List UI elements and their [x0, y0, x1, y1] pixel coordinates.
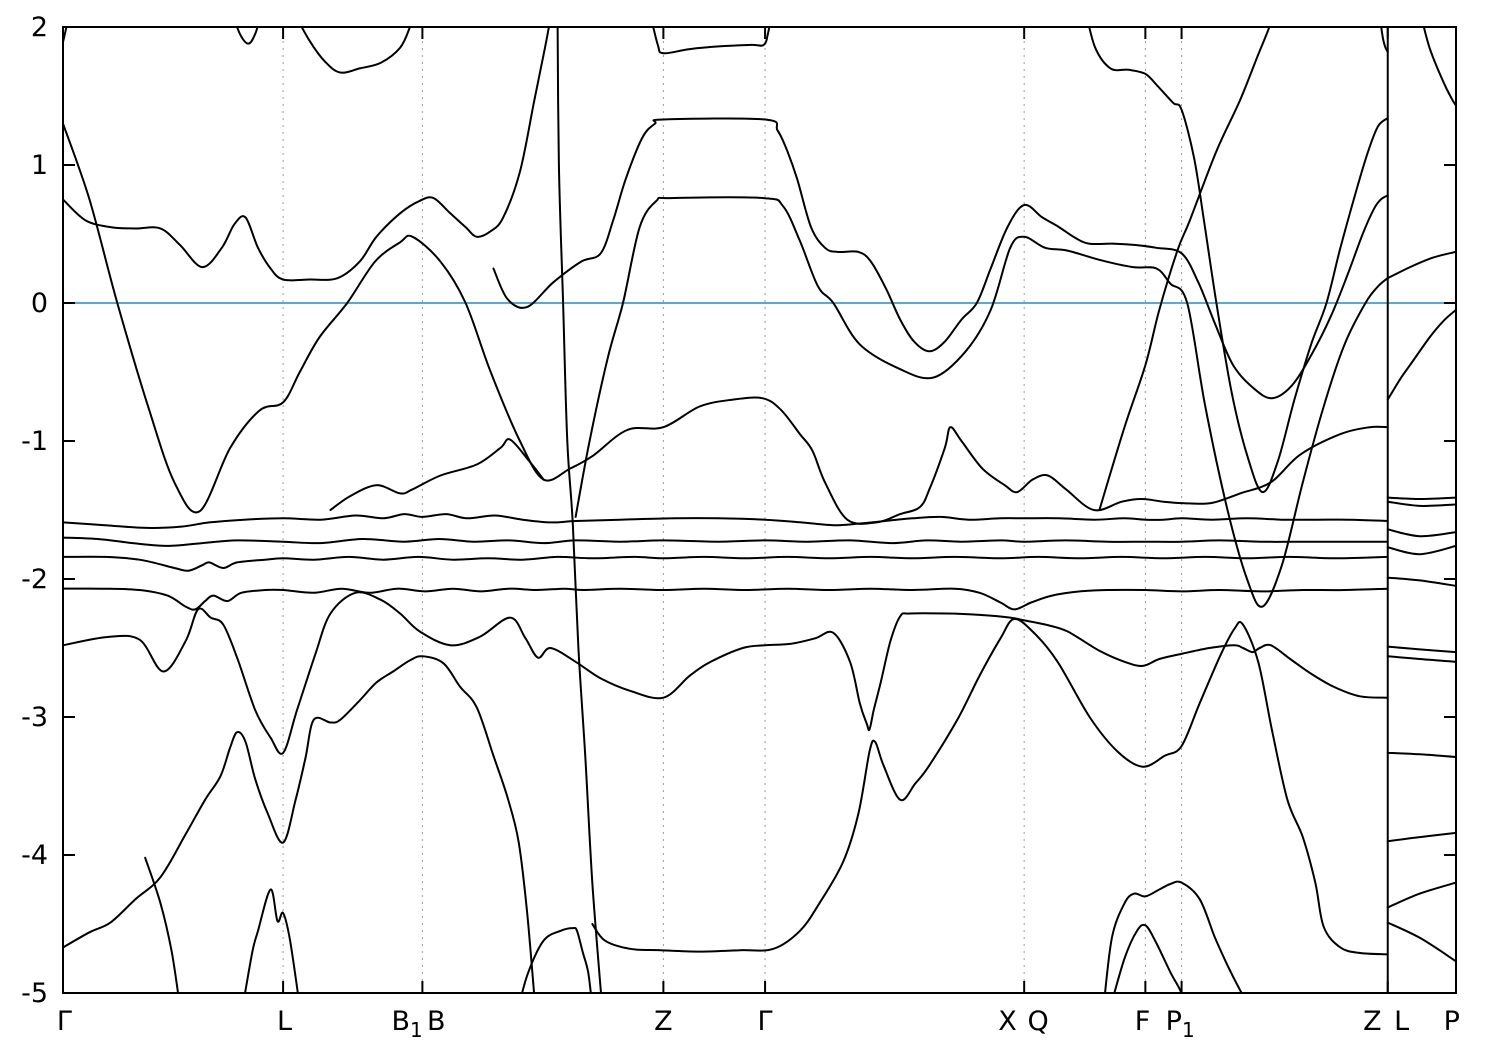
band-line-band-r8a — [1386, 645, 1456, 654]
band-line-band-f1 — [63, 513, 1389, 529]
band-line-band-r7 — [1386, 576, 1456, 587]
band-line-band-r10 — [1386, 831, 1456, 843]
band-line-band-h — [63, 655, 536, 993]
band-line-band-i — [144, 856, 180, 993]
x-axis-label: F — [1135, 1006, 1151, 1037]
x-axis-label: Z — [1363, 1006, 1382, 1037]
x-axis-label: P — [1444, 1006, 1460, 1037]
y-axis-label: -5 — [21, 978, 48, 1009]
axis-ticks — [63, 26, 1456, 994]
band-line-band-r11 — [1386, 881, 1456, 909]
band-line-band-m — [329, 438, 545, 511]
x-axis-label: L — [1394, 1006, 1409, 1037]
x-axis-label: Γ — [57, 1006, 72, 1037]
y-axis-label: -2 — [21, 564, 48, 595]
band-line-band-a — [63, 27, 550, 282]
band-line-band-w — [63, 591, 1389, 755]
band-line-band-r13-hook — [1380, 27, 1389, 53]
band-line-band-arch-p1-inner — [1113, 923, 1183, 993]
band-line-band-r8b — [1386, 655, 1456, 663]
band-line-band-e — [591, 618, 1389, 956]
y-axis-label: 0 — [31, 288, 48, 319]
band-line-band-r4b — [1386, 500, 1456, 507]
band-line-band-e2 — [1098, 27, 1271, 511]
x-axis-label: B — [427, 1006, 446, 1037]
x-axis-label: B1 — [391, 1006, 422, 1042]
band-line-band-r6 — [1386, 544, 1456, 556]
y-axis-label: -1 — [21, 426, 48, 457]
band-line-band-r2 — [1386, 250, 1456, 280]
band-line-band-f3 — [63, 555, 1389, 572]
band-line-band-arch-p1-outer — [1104, 880, 1243, 993]
band-line-band-f2 — [63, 536, 1389, 547]
band-line-band-r12 — [1386, 921, 1456, 963]
band-line-band-r9 — [1386, 751, 1456, 758]
x-axis-label: P1 — [1166, 1006, 1195, 1042]
plot-border — [62, 26, 1457, 994]
x-axis-label: Γ — [758, 1006, 773, 1037]
band-line-band-arch-z — [521, 926, 592, 993]
band-line-band-u2 — [300, 27, 411, 74]
x-axis-label: X — [998, 1006, 1017, 1037]
band-line-band-r5 — [1386, 528, 1456, 538]
band-line-band-c — [63, 122, 1389, 525]
y-axis-label: 2 — [31, 12, 48, 43]
band-line-band-arch-l — [244, 888, 299, 993]
y-axis-label: 1 — [31, 150, 48, 181]
band-line-band-s — [556, 27, 602, 993]
x-axis-label: Q — [1027, 1006, 1048, 1037]
band-line-band-b — [1088, 27, 1389, 494]
band-line-band-v1 — [492, 117, 1389, 400]
band-line-band-f4 — [63, 587, 1389, 611]
y-axis-label: -4 — [21, 840, 48, 871]
x-axis-label: Z — [654, 1006, 673, 1037]
band-line-band-r1 — [1422, 27, 1456, 107]
band-line-band-r4a — [1386, 496, 1456, 500]
y-axis-label: -3 — [21, 702, 48, 733]
x-axis-label: L — [277, 1006, 292, 1037]
band-line-band-r3 — [1386, 308, 1456, 401]
band-line-band-u4 — [652, 27, 771, 55]
band-line-band-v2 — [574, 196, 1389, 608]
